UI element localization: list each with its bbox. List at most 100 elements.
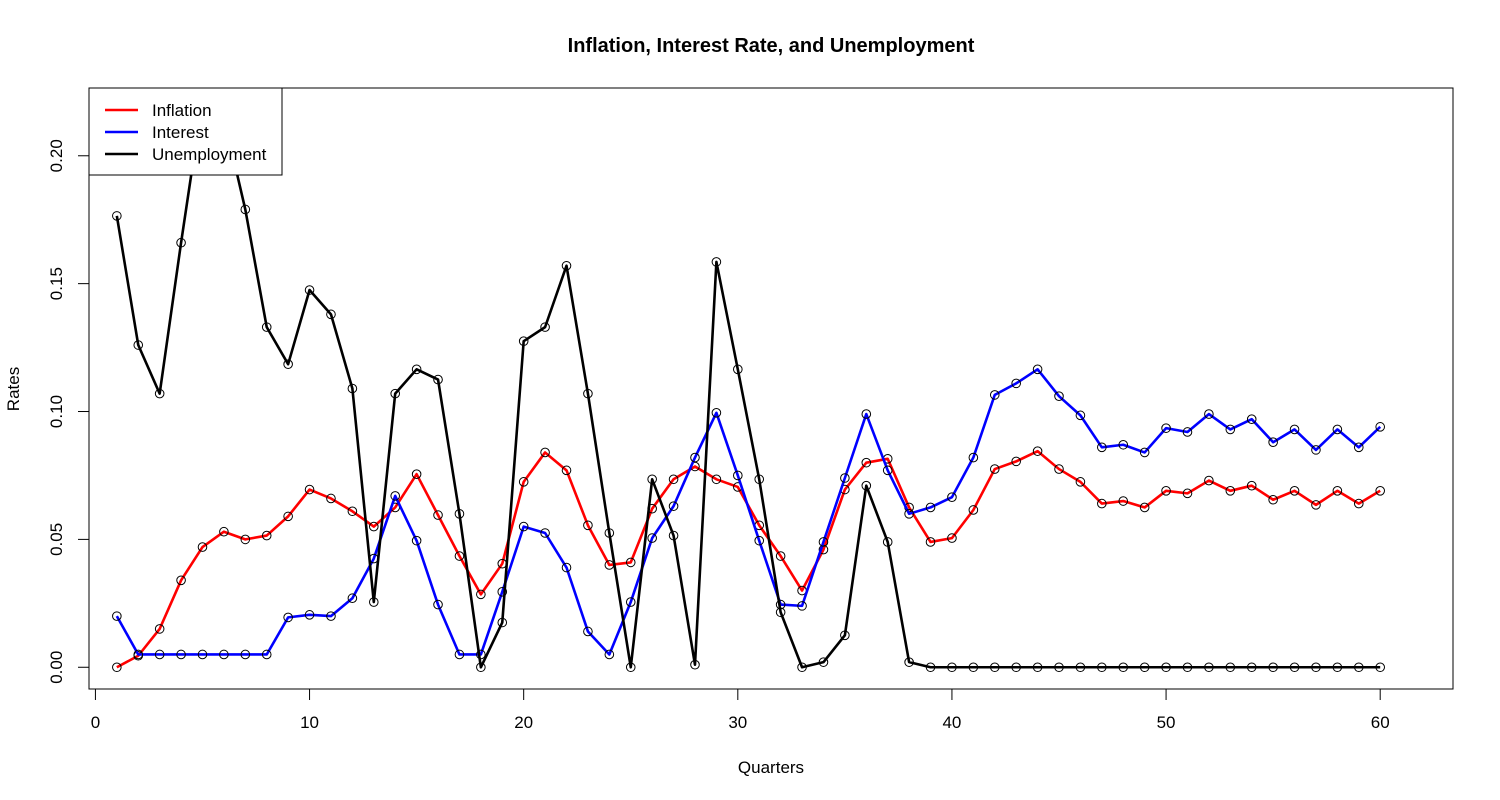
data-point-interest: [1311, 445, 1321, 455]
data-point-interest: [733, 470, 743, 481]
data-point-unemployment: [1289, 662, 1300, 673]
data-point-unemployment: [326, 309, 336, 320]
data-point-inflation: [1139, 502, 1150, 513]
data-point-unemployment: [604, 528, 615, 538]
data-point-interest: [133, 649, 144, 660]
data-point-inflation: [861, 457, 872, 468]
data-point-unemployment: [1182, 662, 1193, 673]
y-axis: 0.00 0.05 0.10 0.15 0.20: [47, 139, 90, 684]
data-point-unemployment: [454, 509, 465, 519]
data-point-interest: [176, 649, 186, 660]
y-tick-label: 0.05: [47, 523, 66, 556]
data-point-unemployment: [861, 480, 872, 491]
data-point-inflation: [347, 506, 358, 517]
data-point-inflation: [1289, 485, 1300, 496]
y-tick-label: 0.10: [47, 395, 66, 428]
data-point-unemployment: [1311, 662, 1321, 673]
data-point-interest: [1246, 414, 1257, 424]
data-point-inflation: [1332, 485, 1343, 496]
data-point-interest: [690, 452, 700, 463]
data-point-interest: [989, 390, 1000, 400]
data-point-inflation: [1097, 498, 1107, 509]
data-point-unemployment: [1204, 662, 1214, 673]
data-point-inflation: [176, 575, 186, 586]
data-point-unemployment: [112, 211, 122, 221]
data-point-unemployment: [797, 662, 807, 673]
data-point-unemployment: [818, 657, 829, 667]
data-point-unemployment: [133, 340, 144, 350]
x-tick-label: 60: [1371, 713, 1390, 732]
data-point-interest: [1161, 423, 1171, 433]
data-point-unemployment: [1118, 662, 1129, 673]
data-point-unemployment: [476, 662, 486, 673]
data-point-unemployment: [1332, 662, 1343, 673]
series-interest: [112, 364, 1385, 660]
data-point-unemployment: [433, 374, 443, 385]
data-point-inflation: [1118, 496, 1129, 506]
data-point-interest: [1204, 409, 1214, 419]
data-point-interest: [1289, 424, 1300, 435]
x-axis: 0 10 20 30 40 50 60: [91, 688, 1390, 732]
data-point-unemployment: [1097, 662, 1107, 673]
data-point-unemployment: [754, 474, 765, 485]
data-point-inflation: [540, 447, 550, 458]
data-point-inflation: [283, 511, 293, 522]
data-point-inflation: [154, 624, 165, 634]
data-point-unemployment: [625, 662, 636, 673]
data-point-inflation: [240, 534, 251, 545]
data-point-interest: [604, 649, 615, 660]
data-point-unemployment: [733, 364, 743, 375]
series-line-interest: [115, 368, 1382, 656]
data-point-interest: [283, 612, 293, 623]
data-point-inflation: [711, 474, 722, 485]
data-point-inflation: [518, 477, 529, 487]
legend-label-inflation: Inflation: [152, 101, 212, 120]
data-point-unemployment: [1246, 662, 1257, 673]
data-point-interest: [1032, 364, 1043, 375]
data-point-inflation: [1225, 485, 1236, 496]
data-point-inflation: [1375, 485, 1385, 496]
data-point-unemployment: [690, 659, 700, 670]
data-point-interest: [1182, 427, 1193, 437]
data-point-inflation: [968, 505, 979, 515]
data-point-inflation: [989, 464, 1000, 474]
data-point-inflation: [411, 469, 422, 479]
data-point-interest: [1011, 378, 1021, 389]
data-point-inflation: [368, 521, 379, 532]
data-point-inflation: [261, 530, 272, 541]
data-point-unemployment: [947, 662, 957, 673]
data-point-inflation: [1054, 464, 1064, 474]
data-point-unemployment: [347, 383, 358, 394]
data-point-interest: [197, 649, 208, 660]
data-point-interest: [261, 649, 272, 660]
legend: Inflation Interest Unemployment: [88, 87, 283, 176]
data-point-unemployment: [840, 630, 850, 641]
data-point-unemployment: [304, 285, 315, 295]
data-point-inflation: [625, 557, 636, 568]
data-point-interest: [583, 626, 593, 637]
data-point-unemployment: [647, 474, 657, 485]
data-point-inflation: [1204, 475, 1214, 486]
data-point-interest: [411, 535, 422, 546]
data-point-unemployment: [1161, 662, 1171, 673]
data-point-interest: [625, 597, 636, 607]
data-point-unemployment: [1375, 662, 1385, 673]
series-layer: [112, 94, 1385, 673]
data-point-inflation: [775, 551, 786, 561]
data-point-interest: [497, 587, 508, 597]
y-tick-label: 0.15: [47, 267, 66, 300]
data-point-unemployment: [775, 607, 786, 618]
legend-label-unemployment: Unemployment: [152, 145, 267, 164]
series-line-inflation: [116, 449, 1381, 669]
data-point-inflation: [433, 510, 443, 520]
x-tick-label: 30: [728, 713, 747, 732]
data-point-inflation: [1353, 498, 1364, 509]
data-point-interest: [968, 452, 979, 463]
data-point-unemployment: [882, 537, 893, 547]
data-point-unemployment: [1139, 662, 1150, 673]
data-point-interest: [1353, 442, 1364, 453]
y-axis-label: Rates: [4, 367, 23, 411]
x-axis-label: Quarters: [738, 758, 804, 777]
data-point-interest: [840, 473, 850, 483]
data-point-inflation: [304, 484, 315, 495]
